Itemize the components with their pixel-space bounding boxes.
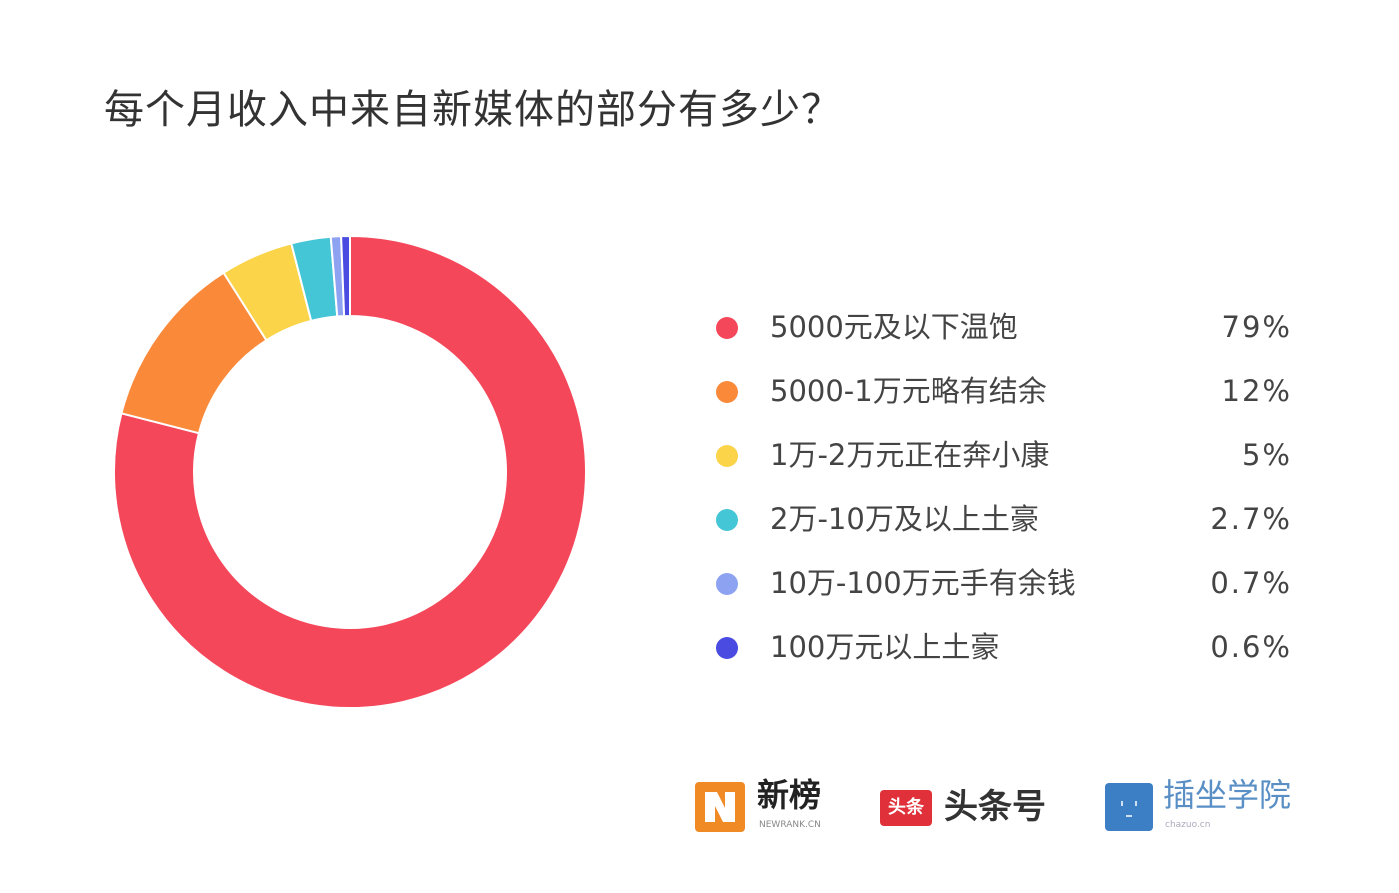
legend-label: 5000-1万元略有结余 xyxy=(770,374,1047,408)
newrank-logo: 新榜 NEWRANK.CN xyxy=(695,776,855,846)
legend-percent: 79% xyxy=(1221,310,1292,344)
toutiao-icon: 头条 xyxy=(880,790,932,826)
legend-item: 1万-2万元正在奔小康 5% xyxy=(712,433,1297,497)
toutiao-logo: 头条 头条号 xyxy=(880,776,1080,846)
legend-label: 100万元以上土豪 xyxy=(770,630,1000,664)
legend-dot-icon xyxy=(716,573,738,595)
legend-label: 10万-100万元手有余钱 xyxy=(770,566,1076,600)
donut-slice-0 xyxy=(113,234,587,709)
legend-label: 5000元及以下温饱 xyxy=(770,310,1018,344)
legend-dot-icon xyxy=(716,317,738,339)
legend-item: 100万元以上土豪 0.6% xyxy=(712,625,1297,689)
legend-dot-icon xyxy=(716,381,738,403)
legend-item: 10万-100万元手有余钱 0.7% xyxy=(712,561,1297,625)
newrank-name: 新榜 xyxy=(757,776,822,814)
legend-dot-icon xyxy=(716,509,738,531)
newrank-sub: NEWRANK.CN xyxy=(759,820,821,830)
legend-item: 5000元及以下温饱 79% xyxy=(712,305,1297,369)
chart-title: 每个月收入中来自新媒体的部分有多少？ xyxy=(104,87,842,133)
legend-dot-icon xyxy=(716,637,738,659)
legend-item: 5000-1万元略有结余 12% xyxy=(712,369,1297,433)
logo-bar: 新榜 NEWRANK.CN 头条 头条号 插坐学院 chazuo.cn xyxy=(690,776,1330,846)
legend: 5000元及以下温饱 79% 5000-1万元略有结余 12% 1万-2万元正在奔小康 5… xyxy=(712,305,1297,689)
legend-dot-icon xyxy=(716,445,738,467)
legend-percent: 2.7% xyxy=(1210,502,1292,536)
chazuo-icon xyxy=(1105,783,1153,831)
legend-percent: 5% xyxy=(1241,438,1292,472)
legend-percent: 12% xyxy=(1221,374,1292,408)
chazuo-name: 插坐学院 xyxy=(1163,776,1292,814)
chazuo-sub: chazuo.cn xyxy=(1165,820,1211,830)
legend-percent: 0.7% xyxy=(1210,566,1292,600)
legend-item: 2万-10万及以上土豪 2.7% xyxy=(712,497,1297,561)
legend-percent: 0.6% xyxy=(1210,630,1292,664)
donut-slice-5 xyxy=(340,234,351,318)
newrank-icon xyxy=(695,782,745,832)
donut-chart xyxy=(113,234,587,709)
toutiao-name: 头条号 xyxy=(944,787,1046,827)
chazuo-logo: 插坐学院 chazuo.cn xyxy=(1105,776,1325,846)
legend-label: 2万-10万及以上土豪 xyxy=(770,502,1039,536)
legend-label: 1万-2万元正在奔小康 xyxy=(770,438,1050,472)
